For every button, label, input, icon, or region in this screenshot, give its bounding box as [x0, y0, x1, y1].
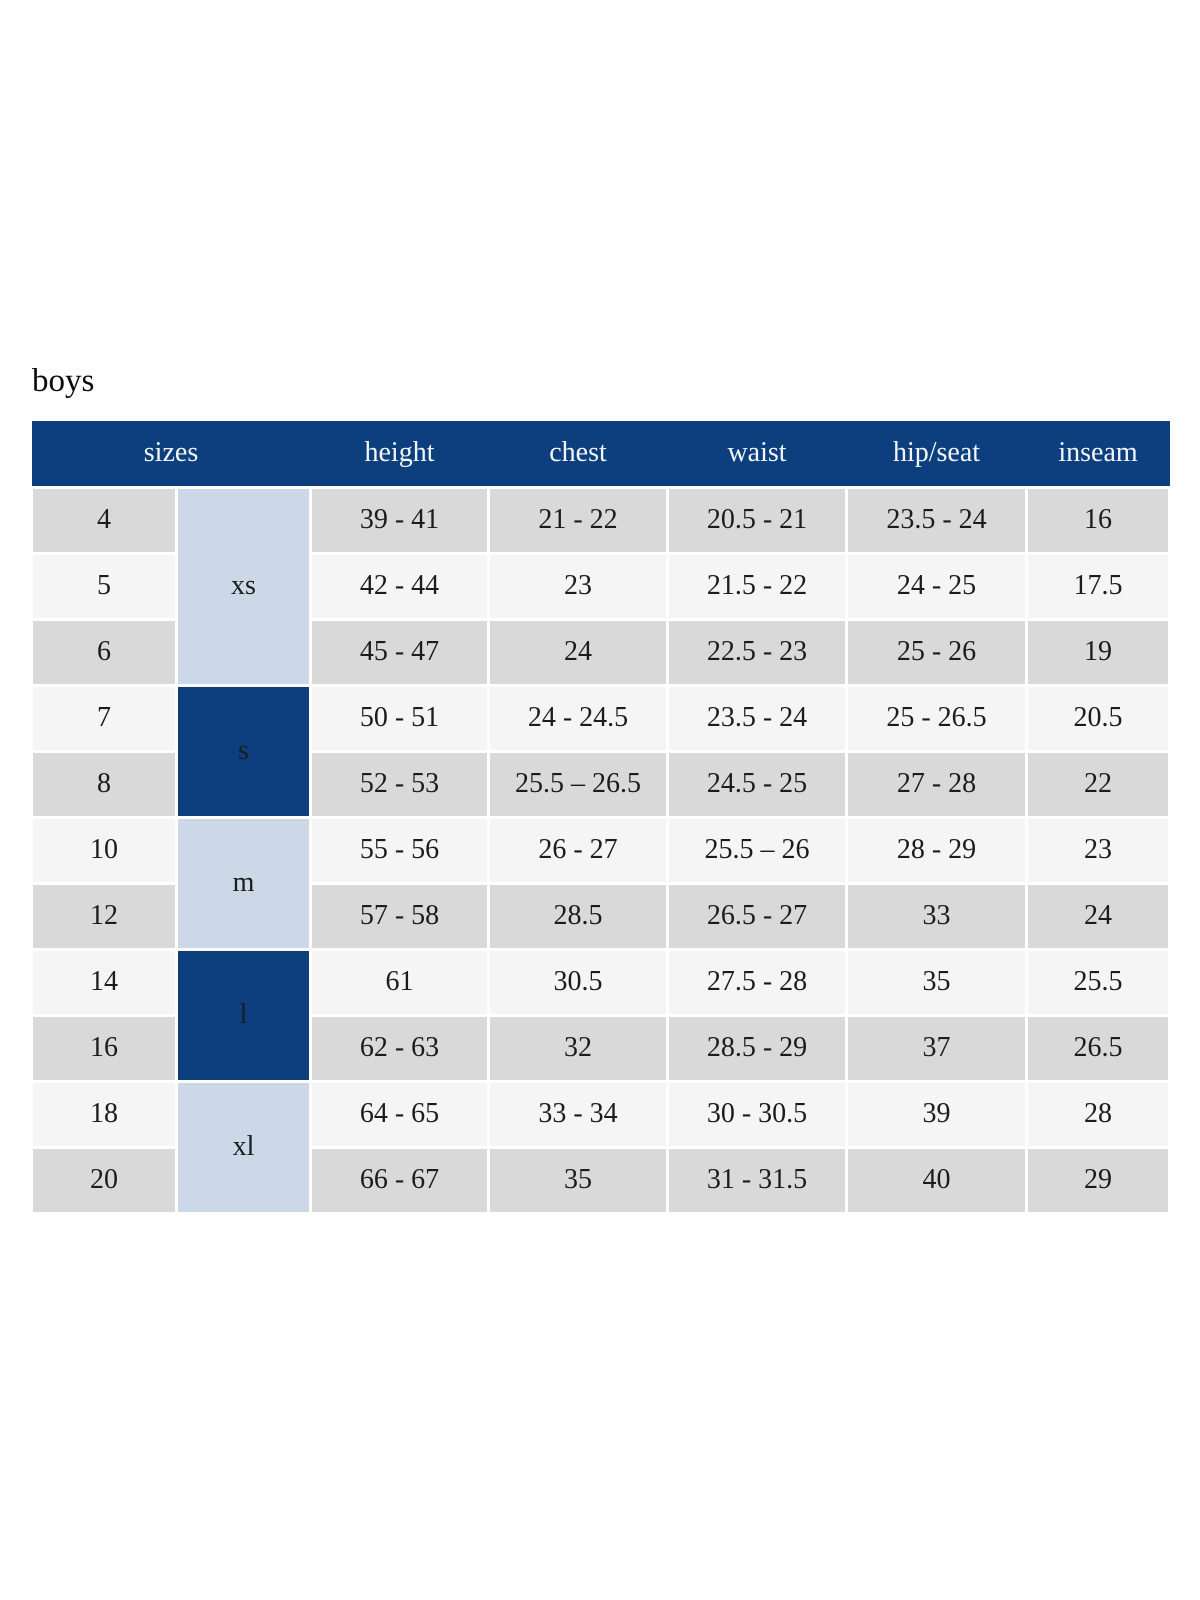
- waist-cell: 25.5 – 26: [666, 815, 848, 885]
- size-group-cell-m: m: [175, 815, 312, 951]
- inseam-cell: 26.5: [1025, 1013, 1171, 1083]
- inseam-cell: 23: [1025, 815, 1171, 885]
- chest-cell: 26 - 27: [487, 815, 669, 885]
- hip-seat-cell: 40: [845, 1145, 1028, 1215]
- height-cell: 52 - 53: [309, 749, 490, 819]
- waist-cell: 21.5 - 22: [666, 551, 848, 621]
- height-cell: 61: [309, 947, 490, 1017]
- hip-seat-cell: 27 - 28: [845, 749, 1028, 819]
- hip-seat-cell: 28 - 29: [845, 815, 1028, 885]
- size-cell: 12: [30, 881, 178, 951]
- chest-cell: 30.5: [487, 947, 669, 1017]
- hip-seat-cell: 24 - 25: [845, 551, 1028, 621]
- table-row-size-14: 14 l 61 30.5 27.5 - 28 35 25.5: [30, 947, 1171, 1083]
- hip-seat-cell: 25 - 26: [845, 617, 1028, 687]
- table-row-size-4: 4 xs 39 - 41 21 - 22 20.5 - 21 23.5 - 24…: [30, 485, 1171, 687]
- size-cell: 16: [30, 1013, 178, 1083]
- waist-cell: 24.5 - 25: [666, 749, 848, 819]
- inseam-cell: 24: [1025, 881, 1171, 951]
- height-cell: 45 - 47: [309, 617, 490, 687]
- height-cell: 50 - 51: [309, 683, 490, 753]
- boys-size-chart-table: sizes height chest waist hip/seat inseam…: [30, 420, 1171, 1215]
- hip-seat-cell: 35: [845, 947, 1028, 1017]
- height-cell: 62 - 63: [309, 1013, 490, 1083]
- waist-cell: 27.5 - 28: [666, 947, 848, 1017]
- column-header-chest: chest: [488, 420, 668, 488]
- chest-cell: 28.5: [487, 881, 669, 951]
- size-group-cell-l: l: [175, 947, 312, 1083]
- table-row-size-20: 20 66 - 67 35 31 - 31.5 40 29: [30, 1145, 1171, 1215]
- height-cell: 55 - 56: [309, 815, 490, 885]
- inseam-cell: 22: [1025, 749, 1171, 819]
- table-row-size-6: 6 45 - 47 24 22.5 - 23 25 - 26 19: [30, 617, 1171, 687]
- waist-cell: 30 - 30.5: [666, 1079, 848, 1149]
- hip-seat-cell: 33: [845, 881, 1028, 951]
- column-header-sizes: sizes: [31, 420, 311, 488]
- inseam-cell: 25.5: [1025, 947, 1171, 1017]
- table-row-size-10: 10 m 55 - 56 26 - 27 25.5 – 26 28 - 29 2…: [30, 815, 1171, 951]
- height-cell: 42 - 44: [309, 551, 490, 621]
- size-cell: 4: [30, 485, 178, 555]
- page-title: boys: [32, 363, 95, 399]
- table-row-size-7: 7 s 50 - 51 24 - 24.5 23.5 - 24 25 - 26.…: [30, 683, 1171, 819]
- chest-cell: 32: [487, 1013, 669, 1083]
- size-cell: 18: [30, 1079, 178, 1149]
- waist-cell: 31 - 31.5: [666, 1145, 848, 1215]
- hip-seat-cell: 37: [845, 1013, 1028, 1083]
- size-cell: 8: [30, 749, 178, 819]
- waist-cell: 26.5 - 27: [666, 881, 848, 951]
- hip-seat-cell: 25 - 26.5: [845, 683, 1028, 753]
- chest-cell: 24 - 24.5: [487, 683, 669, 753]
- waist-cell: 28.5 - 29: [666, 1013, 848, 1083]
- column-header-hip-seat: hip/seat: [846, 420, 1027, 488]
- size-cell: 7: [30, 683, 178, 753]
- inseam-cell: 16: [1025, 485, 1171, 555]
- chest-cell: 21 - 22: [487, 485, 669, 555]
- chest-cell: 25.5 – 26.5: [487, 749, 669, 819]
- size-group-cell-s: s: [175, 683, 312, 819]
- waist-cell: 22.5 - 23: [666, 617, 848, 687]
- chest-cell: 24: [487, 617, 669, 687]
- height-cell: 64 - 65: [309, 1079, 490, 1149]
- size-cell: 20: [30, 1145, 178, 1215]
- size-cell: 6: [30, 617, 178, 687]
- chest-cell: 33 - 34: [487, 1079, 669, 1149]
- table-row-size-18: 18 xl 64 - 65 33 - 34 30 - 30.5 39 28: [30, 1079, 1171, 1215]
- inseam-cell: 28: [1025, 1079, 1171, 1149]
- column-header-waist: waist: [667, 420, 847, 488]
- column-header-height: height: [310, 420, 489, 488]
- height-cell: 57 - 58: [309, 881, 490, 951]
- hip-seat-cell: 23.5 - 24: [845, 485, 1028, 555]
- height-cell: 39 - 41: [309, 485, 490, 555]
- size-group-cell-xs: xs: [175, 485, 312, 687]
- column-header-inseam: inseam: [1026, 420, 1170, 488]
- table-row-size-16: 16 62 - 63 32 28.5 - 29 37 26.5: [30, 1013, 1171, 1083]
- chest-cell: 23: [487, 551, 669, 621]
- inseam-cell: 29: [1025, 1145, 1171, 1215]
- inseam-cell: 20.5: [1025, 683, 1171, 753]
- waist-cell: 20.5 - 21: [666, 485, 848, 555]
- height-cell: 66 - 67: [309, 1145, 490, 1215]
- inseam-cell: 19: [1025, 617, 1171, 687]
- hip-seat-cell: 39: [845, 1079, 1028, 1149]
- size-group-cell-xl: xl: [175, 1079, 312, 1215]
- size-cell: 14: [30, 947, 178, 1017]
- size-cell: 5: [30, 551, 178, 621]
- waist-cell: 23.5 - 24: [666, 683, 848, 753]
- table-row-size-5: 5 42 - 44 23 21.5 - 22 24 - 25 17.5: [30, 551, 1171, 621]
- table-row-size-12: 12 57 - 58 28.5 26.5 - 27 33 24: [30, 881, 1171, 951]
- chest-cell: 35: [487, 1145, 669, 1215]
- inseam-cell: 17.5: [1025, 551, 1171, 621]
- table-row-size-8: 8 52 - 53 25.5 – 26.5 24.5 - 25 27 - 28 …: [30, 749, 1171, 819]
- table-header-row: sizes height chest waist hip/seat inseam: [31, 420, 1170, 488]
- size-cell: 10: [30, 815, 178, 885]
